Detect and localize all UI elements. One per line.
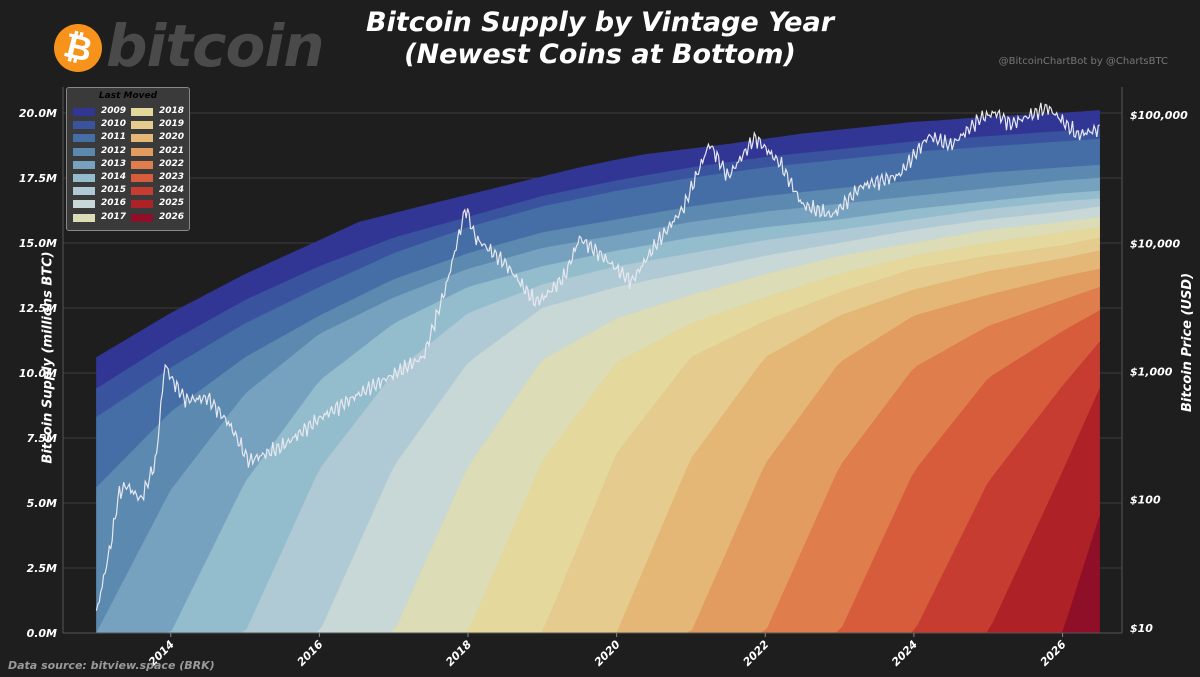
x-tick-label: 2018 — [443, 638, 474, 669]
legend-label: 2016 — [101, 198, 127, 209]
y-tick-label: 7.5M — [27, 432, 57, 445]
y-tick-label: 2.5M — [27, 562, 57, 575]
chart-title-line1: Bitcoin Supply by Vintage Year — [365, 7, 835, 38]
legend-label: 2022 — [159, 158, 185, 169]
legend-swatch — [73, 174, 95, 182]
legend-swatch — [131, 134, 153, 143]
legend-label: 2010 — [101, 119, 127, 130]
legend-label: 2012 — [101, 145, 127, 156]
legend-label: 2026 — [159, 211, 185, 222]
legend-label: 2017 — [101, 211, 127, 222]
legend-swatch — [73, 187, 95, 196]
y2-tick-label: $10 — [1130, 622, 1153, 635]
legend-label: 2014 — [101, 172, 127, 182]
legend-swatch — [73, 108, 95, 116]
legend-label: 2013 — [101, 158, 127, 169]
legend: Last Moved 2009 2010 2011 2012 2013 2014 2015 2… — [66, 87, 190, 231]
x-tick-label: 2020 — [592, 638, 623, 669]
legend-label: 2020 — [159, 132, 185, 143]
y2-tick-label: $10,000 — [1130, 237, 1180, 250]
legend-label: 2025 — [159, 198, 185, 209]
legend-swatch — [131, 200, 153, 209]
chart-title-line2: (Newest Coins at Bottom) — [404, 39, 796, 70]
y2-tick-label: $100,000 — [1130, 109, 1188, 122]
legend-swatch — [73, 121, 95, 130]
legend-swatch — [131, 108, 153, 116]
y-tick-label: 17.5M — [19, 172, 57, 185]
bitcoin-coin-icon: ₿ — [54, 24, 102, 72]
legend-swatch — [131, 187, 153, 196]
y2-axis-title: Bitcoin Price (USD) — [1180, 272, 1196, 413]
y-tick-label: 5.0M — [27, 497, 57, 510]
logo-wordmark: bitcoin — [106, 12, 325, 80]
y-tick-label: 0.0M — [27, 627, 57, 640]
legend-swatch — [131, 174, 153, 182]
bitcoin-logo: ₿ bitcoin — [54, 12, 325, 80]
legend-swatch — [73, 213, 95, 222]
x-tick-label: 2016 — [295, 638, 326, 669]
legend-swatch — [131, 121, 153, 130]
credit-text: @BitcoinChartBot by @ChartsBTC — [998, 56, 1168, 67]
x-tick-label: 2022 — [741, 638, 772, 669]
legend-swatch — [131, 213, 153, 222]
legend-label: 2011 — [101, 132, 127, 143]
logo-symbol: ₿ — [59, 25, 97, 71]
legend-label: 2024 — [159, 185, 185, 196]
data-source: Data source: bitview.space (BRK) — [8, 659, 215, 672]
legend-swatch — [73, 160, 95, 169]
y-tick-label: 20.0M — [19, 107, 57, 120]
legend-label: 2023 — [159, 172, 185, 182]
x-tick-label: 2024 — [889, 638, 920, 669]
x-tick-label: 2026 — [1038, 638, 1069, 669]
y-tick-label: 12.5M — [19, 302, 57, 315]
y-tick-label: 15.0M — [19, 237, 57, 250]
legend-swatch — [73, 200, 95, 209]
legend-label: 2015 — [101, 185, 127, 196]
y2-tick-label: $100 — [1130, 494, 1161, 507]
legend-swatch — [73, 134, 95, 143]
legend-swatch — [131, 160, 153, 169]
legend-label: 2009 — [101, 106, 127, 116]
legend-label: 2019 — [159, 119, 185, 130]
legend-label: 2021 — [159, 145, 185, 156]
y2-tick-label: $1,000 — [1130, 366, 1173, 379]
legend-swatch — [73, 147, 95, 156]
y-tick-label: 10.0M — [19, 367, 57, 380]
legend-label: 2018 — [159, 106, 185, 116]
legend-swatch — [131, 147, 153, 156]
y-axis-title: Bitcoin Supply (millions BTC) — [40, 251, 56, 464]
price-line — [95, 102, 1100, 611]
legend-title: Last Moved — [98, 91, 158, 101]
